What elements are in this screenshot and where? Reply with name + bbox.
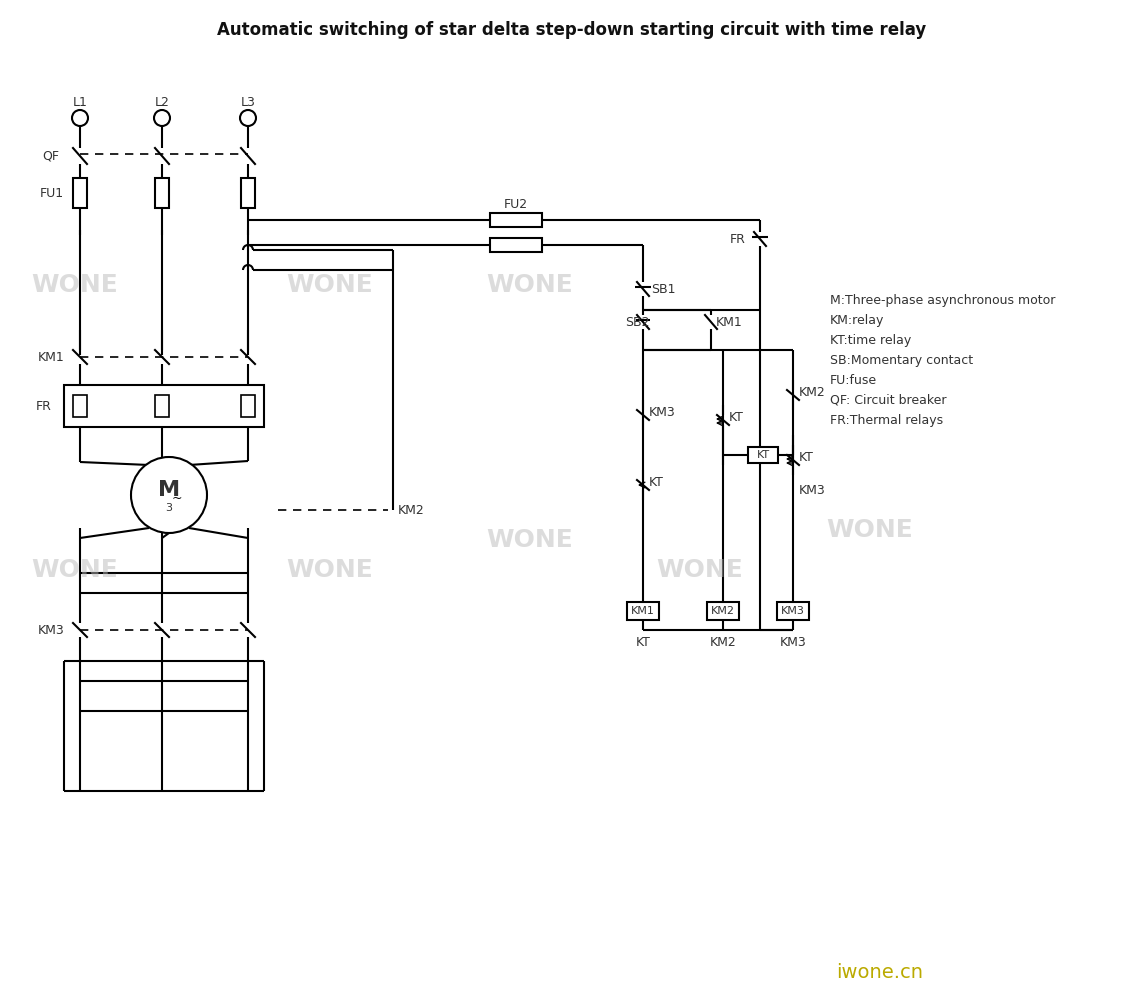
Text: KM2: KM2 <box>398 504 425 517</box>
Bar <box>240 395 255 417</box>
Text: ~: ~ <box>172 491 182 505</box>
Bar <box>73 395 87 417</box>
Text: FR: FR <box>35 400 52 412</box>
Text: KT: KT <box>635 635 650 648</box>
Text: KT: KT <box>799 450 814 463</box>
Circle shape <box>131 457 207 533</box>
Circle shape <box>72 110 88 126</box>
Text: WONE: WONE <box>32 558 118 582</box>
Text: WONE: WONE <box>487 273 574 297</box>
Text: KM1: KM1 <box>38 351 65 364</box>
Text: WONE: WONE <box>32 273 118 297</box>
Bar <box>748 447 777 463</box>
Text: Automatic switching of star delta step-down starting circuit with time relay: Automatic switching of star delta step-d… <box>218 21 926 39</box>
Text: KT: KT <box>757 450 769 460</box>
Text: KM1: KM1 <box>716 316 743 329</box>
Text: FU2: FU2 <box>504 198 528 210</box>
Text: KM:relay: KM:relay <box>830 314 884 327</box>
Circle shape <box>240 110 256 126</box>
Text: KM3: KM3 <box>799 483 826 496</box>
Bar <box>706 602 739 620</box>
Text: SB2: SB2 <box>625 316 649 329</box>
Text: WONE: WONE <box>827 518 914 542</box>
Text: KT: KT <box>649 475 664 488</box>
Text: QF: Circuit breaker: QF: Circuit breaker <box>830 394 947 406</box>
Text: WONE: WONE <box>487 528 574 552</box>
Text: L3: L3 <box>240 95 255 109</box>
Text: FR:Thermal relays: FR:Thermal relays <box>830 413 943 426</box>
Text: KT:time relay: KT:time relay <box>830 334 911 347</box>
Text: KM1: KM1 <box>631 606 655 616</box>
Text: WONE: WONE <box>286 273 373 297</box>
Bar <box>490 213 542 227</box>
Bar <box>490 238 542 252</box>
Text: KM2: KM2 <box>711 606 735 616</box>
Text: 3: 3 <box>166 502 173 513</box>
Bar <box>64 385 264 427</box>
Text: M: M <box>158 480 180 500</box>
Text: KT: KT <box>729 410 744 423</box>
Text: SB:Momentary contact: SB:Momentary contact <box>830 354 973 367</box>
Text: M:Three-phase asynchronous motor: M:Three-phase asynchronous motor <box>830 293 1056 307</box>
Text: L1: L1 <box>72 95 87 109</box>
Text: KM3: KM3 <box>781 606 805 616</box>
Circle shape <box>153 110 169 126</box>
Text: FR: FR <box>731 232 745 245</box>
Text: KM3: KM3 <box>780 635 806 648</box>
Text: QF: QF <box>42 150 60 163</box>
Text: KM2: KM2 <box>710 635 736 648</box>
Text: FU:fuse: FU:fuse <box>830 374 877 387</box>
Text: KM3: KM3 <box>38 623 65 636</box>
Text: WONE: WONE <box>286 558 373 582</box>
Text: KM3: KM3 <box>649 405 676 418</box>
Text: WONE: WONE <box>656 558 743 582</box>
Bar <box>240 178 255 208</box>
Bar <box>627 602 660 620</box>
Bar <box>155 395 169 417</box>
Bar <box>777 602 810 620</box>
Bar <box>155 178 169 208</box>
Bar <box>73 178 87 208</box>
Text: FU1: FU1 <box>40 187 64 200</box>
Text: SB1: SB1 <box>652 282 676 295</box>
Text: L2: L2 <box>155 95 169 109</box>
Text: KM2: KM2 <box>799 386 826 399</box>
Text: iwone.cn: iwone.cn <box>837 963 924 982</box>
